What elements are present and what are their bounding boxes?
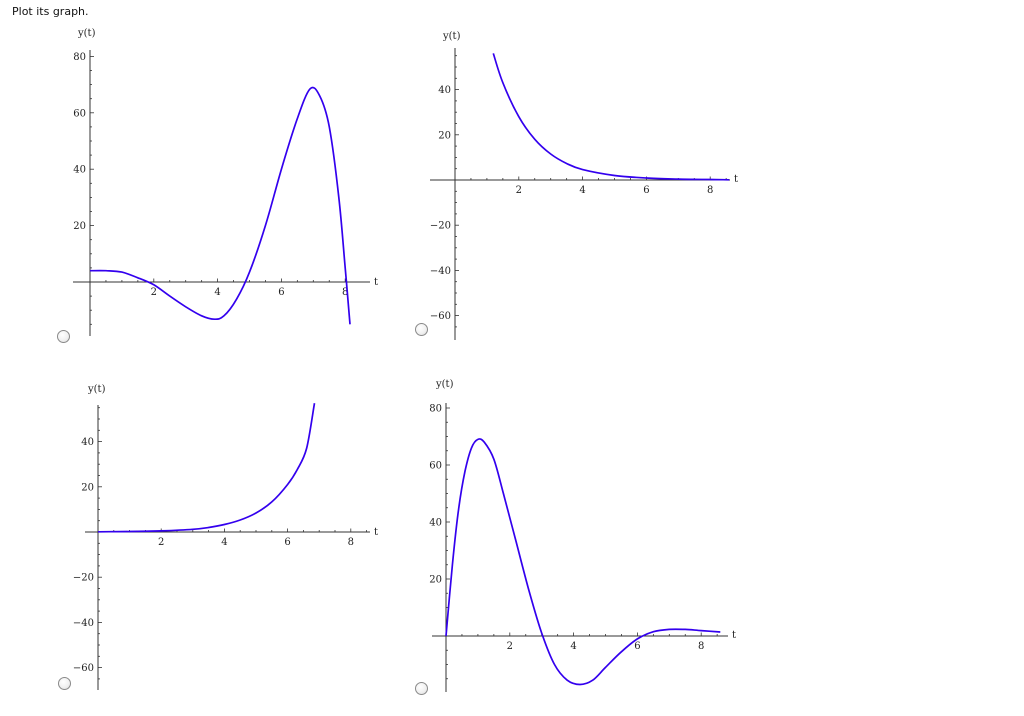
y-tick-label: −40 bbox=[73, 618, 94, 629]
y-axis-label: y(t) bbox=[87, 384, 106, 395]
series-line bbox=[97, 403, 316, 533]
x-tick-label: 2 bbox=[158, 537, 164, 548]
x-tick-label: 8 bbox=[342, 287, 348, 298]
question-prompt: Plot its graph. bbox=[12, 5, 89, 18]
y-axis-label: y(t) bbox=[77, 28, 96, 39]
radio-option-c[interactable] bbox=[58, 677, 71, 690]
x-axis-label: t bbox=[734, 174, 738, 185]
x-tick-label: 6 bbox=[643, 185, 649, 196]
y-tick-label: 60 bbox=[429, 461, 442, 472]
x-tick-label: 2 bbox=[516, 185, 522, 196]
y-tick-label: 40 bbox=[73, 165, 86, 176]
radio-option-d[interactable] bbox=[415, 682, 428, 695]
y-tick-label: −60 bbox=[430, 311, 451, 322]
y-tick-label: 20 bbox=[438, 130, 451, 141]
x-tick-label: 6 bbox=[278, 287, 284, 298]
y-axis-label: y(t) bbox=[435, 379, 454, 390]
x-tick-label: 8 bbox=[698, 641, 704, 652]
y-tick-label: 80 bbox=[429, 404, 442, 415]
y-tick-label: 40 bbox=[429, 518, 442, 529]
y-axis-label: y(t) bbox=[442, 31, 461, 42]
series-line bbox=[492, 53, 730, 181]
y-tick-label: 40 bbox=[438, 85, 451, 96]
y-tick-label: −40 bbox=[430, 266, 451, 277]
x-tick-label: 2 bbox=[507, 641, 513, 652]
radio-option-b[interactable] bbox=[415, 323, 428, 336]
y-tick-label: 60 bbox=[73, 108, 86, 119]
y-tick-label: 40 bbox=[81, 437, 94, 448]
radio-option-a[interactable] bbox=[57, 330, 70, 343]
x-tick-label: 8 bbox=[348, 537, 354, 548]
x-axis-label: t bbox=[374, 527, 378, 538]
y-tick-label: −60 bbox=[73, 663, 94, 674]
y-tick-label: 20 bbox=[429, 575, 442, 586]
x-tick-label: 4 bbox=[570, 641, 576, 652]
x-tick-label: 4 bbox=[221, 537, 227, 548]
y-tick-label: 20 bbox=[73, 221, 86, 232]
x-tick-label: 6 bbox=[634, 641, 640, 652]
series-line bbox=[445, 438, 721, 686]
x-tick-label: 8 bbox=[707, 185, 713, 196]
y-tick-label: −20 bbox=[73, 573, 94, 584]
y-tick-label: 80 bbox=[73, 52, 86, 63]
series-line bbox=[89, 86, 351, 325]
x-tick-label: 2 bbox=[151, 287, 157, 298]
x-tick-label: 4 bbox=[579, 185, 585, 196]
x-tick-label: 6 bbox=[284, 537, 290, 548]
x-axis-label: t bbox=[732, 630, 736, 641]
x-tick-label: 4 bbox=[214, 287, 220, 298]
y-tick-label: 20 bbox=[81, 482, 94, 493]
y-tick-label: −20 bbox=[430, 221, 451, 232]
x-axis-label: t bbox=[374, 277, 378, 288]
